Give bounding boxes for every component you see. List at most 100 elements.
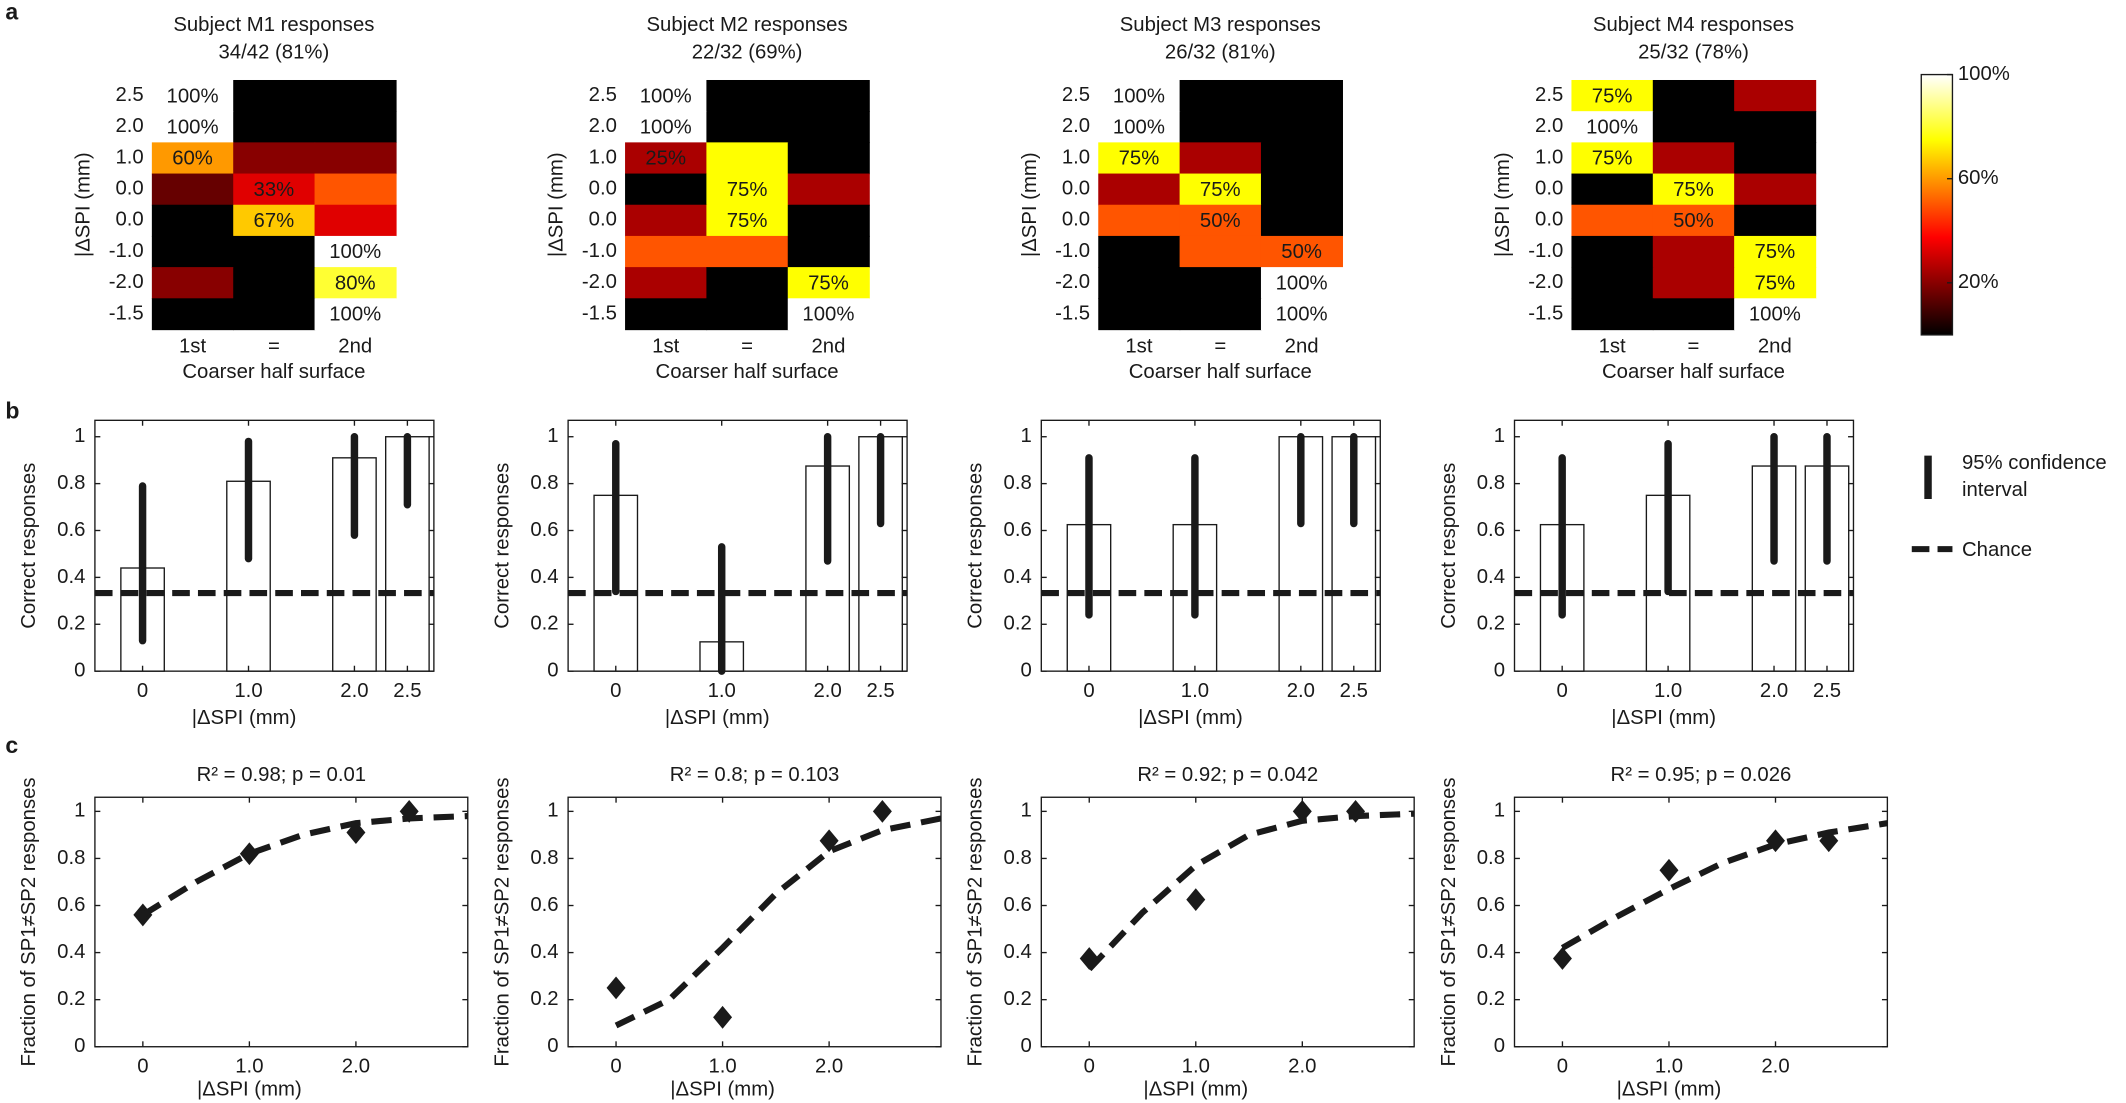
heatmap-cell <box>625 79 708 112</box>
heatmap-cell <box>1260 79 1343 112</box>
x-tick-label: 1.0 <box>1655 1055 1683 1077</box>
cell-label: 75% <box>1754 241 1795 263</box>
heatmap-cell <box>314 235 397 268</box>
x-tick-label: 1.0 <box>234 680 262 702</box>
heatmap-cell <box>1098 267 1181 299</box>
x-axis-label: |ΔSPI (mm) <box>670 1078 775 1100</box>
heatmap-cell <box>1734 267 1817 299</box>
x-tick-label: 2nd <box>338 335 372 357</box>
y-axis-label: Fraction of SP1≠SP2 responses <box>965 777 987 1066</box>
heatmap-cell <box>1098 173 1181 206</box>
y-tick-label: -1.5 <box>1055 302 1090 324</box>
heatmap-cell <box>625 298 708 331</box>
cell-label: 60% <box>172 148 213 170</box>
cell-label: 80% <box>335 272 376 294</box>
y-tick-label: -1.5 <box>109 302 144 324</box>
chart-title: R² = 0.95; p = 0.026 <box>1611 764 1792 786</box>
heatmap-cell <box>1734 298 1817 331</box>
cell-label: 75% <box>1592 85 1633 107</box>
y-axis-label: Correct responses <box>965 463 987 629</box>
cell-label: 67% <box>254 210 295 232</box>
y-tick-label: 0.0 <box>115 209 143 231</box>
heatmap-cell <box>787 142 870 175</box>
heatmap-cell <box>706 267 789 299</box>
y-tick-label: 0 <box>74 1035 85 1057</box>
cell-label: 100% <box>329 241 381 263</box>
y-tick-label: 0 <box>74 660 85 682</box>
y-tick-label: 1 <box>1494 800 1505 822</box>
cell-label: 75% <box>1592 148 1633 170</box>
heatmap-cell <box>1098 111 1181 144</box>
x-tick-label: 2nd <box>1758 335 1792 357</box>
y-tick-label: -1.5 <box>582 302 617 324</box>
x-tick-label: 1.0 <box>1181 680 1209 702</box>
heatmap-cell <box>1098 235 1181 268</box>
heatmap-cell <box>787 267 870 299</box>
y-tick-label: 1.0 <box>1535 146 1563 168</box>
y-tick-label: 2.5 <box>1062 84 1090 106</box>
heatmap-cell <box>1098 142 1181 175</box>
heatmap-cell <box>787 298 870 331</box>
heatmap-cell <box>151 173 234 206</box>
chart-title: R² = 0.8; p = 0.103 <box>670 764 840 786</box>
data-point <box>1186 888 1206 912</box>
axes-frame <box>567 796 942 1048</box>
y-axis-label: Fraction of SP1≠SP2 responses <box>1438 777 1460 1066</box>
heatmap-cell <box>1571 204 1654 237</box>
y-tick-label: 0 <box>1021 1035 1032 1057</box>
cell-label: 100% <box>640 117 692 139</box>
axes-frame <box>1040 796 1415 1048</box>
cell-label: 100% <box>1749 304 1801 326</box>
fit-line <box>1560 820 1888 951</box>
axes-frame <box>94 796 469 1048</box>
x-tick-label: 0 <box>1084 1055 1095 1077</box>
heatmap-cell <box>1098 204 1181 237</box>
y-tick-label: 0.4 <box>57 566 85 588</box>
heatmap-cell <box>706 79 789 112</box>
y-tick-label: 1 <box>1021 800 1032 822</box>
axes-frame <box>567 419 908 672</box>
heatmap-cell <box>1652 79 1735 112</box>
x-tick-label: 0 <box>610 1055 621 1077</box>
y-tick-label: 2.0 <box>589 115 617 137</box>
y-tick-label: 0 <box>1494 660 1505 682</box>
x-tick-label: 2nd <box>811 335 845 357</box>
heatmap-cell <box>625 235 708 268</box>
legend-entry: Chance <box>1962 538 2032 561</box>
x-tick-label: 1.0 <box>708 1055 736 1077</box>
heatmap-cell <box>151 267 234 299</box>
heatmap-cell <box>1652 111 1735 144</box>
heatmap-cell <box>625 111 708 144</box>
colorbar <box>1920 73 1954 336</box>
chart-title: Subject M2 responses <box>647 14 848 36</box>
heatmap-cell <box>787 235 870 268</box>
chart-subtitle: 26/32 (81%) <box>1165 41 1276 63</box>
y-tick-label: 0.2 <box>1004 988 1032 1010</box>
x-axis-label: |ΔSPI (mm) <box>665 707 770 729</box>
heatmap-cell <box>625 173 708 206</box>
y-tick-label: 0.8 <box>57 472 85 494</box>
heatmap-cell <box>706 142 789 175</box>
y-tick-label: 0.4 <box>1004 941 1032 963</box>
heatmap-cell <box>233 235 316 268</box>
y-tick-label: 1 <box>1021 425 1032 447</box>
y-axis-label: Correct responses <box>1438 463 1460 629</box>
heatmap-cell <box>151 235 234 268</box>
data-point <box>606 976 626 1000</box>
heatmap-cell <box>1571 79 1654 112</box>
heatmap-cell <box>706 235 789 268</box>
heatmap-cell <box>314 142 397 175</box>
axes-frame <box>1513 419 1855 672</box>
y-tick-label: 2.5 <box>589 84 617 106</box>
cell-label: 50% <box>1673 210 1714 232</box>
chart-subtitle: 34/42 (81%) <box>219 41 330 63</box>
heatmap-cell <box>1734 235 1817 268</box>
heatmap-cell <box>706 204 789 237</box>
panel-label: c <box>5 732 18 758</box>
y-tick-label: 0.8 <box>530 472 558 494</box>
heatmap-cell <box>625 267 708 299</box>
heatmap-cell <box>1098 79 1181 112</box>
chart-title: Subject M4 responses <box>1593 14 1794 36</box>
cell-label: 75% <box>1200 179 1241 201</box>
heatmap-cell <box>625 204 708 237</box>
